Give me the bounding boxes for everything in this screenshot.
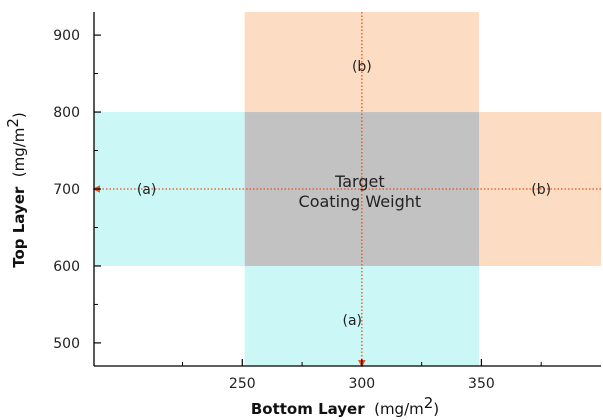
x-axis-title: Bottom Layer (mg/m2) — [251, 394, 439, 418]
x-tick-label: 250 — [229, 376, 256, 392]
y-axis-title: Top Layer (mg/m2) — [4, 112, 28, 268]
y-axis-unit-close: ) — [10, 112, 28, 118]
y-axis-label: Top Layer — [10, 186, 28, 268]
x-axis-label: Bottom Layer — [251, 400, 365, 418]
y-tick-label: 700 — [53, 182, 80, 198]
y-axis-unit: (mg/m — [10, 128, 28, 178]
y-tick-label: 800 — [53, 105, 80, 121]
y-tick-label: 900 — [53, 28, 80, 44]
x-tick-label: 350 — [468, 376, 495, 392]
y-tick-label: 500 — [53, 336, 80, 352]
region-labels-layer: (a) (a) (b) (b) — [137, 59, 551, 329]
arrows-layer — [92, 12, 601, 368]
region-label-b-right: (b) — [531, 182, 551, 198]
region-label-b-top: (b) — [352, 59, 372, 75]
regions-layer — [94, 12, 601, 366]
target-label-line1: Target — [334, 172, 385, 191]
x-tick-label: 300 — [348, 376, 375, 392]
x-axis-unit-exponent: 2 — [424, 394, 434, 412]
ticks-layer: 500 600 700 800 900 250 300 350 — [53, 28, 542, 392]
y-tick-label: 600 — [53, 259, 80, 275]
x-axis-unit: (mg/m — [374, 400, 424, 418]
region-label-a-left: (a) — [137, 182, 157, 198]
y-axis-unit-exponent: 2 — [4, 118, 22, 128]
x-axis-unit-close: ) — [433, 400, 439, 418]
target-label-line2: Coating Weight — [299, 192, 422, 211]
region-label-a-bottom: (a) — [343, 313, 363, 329]
